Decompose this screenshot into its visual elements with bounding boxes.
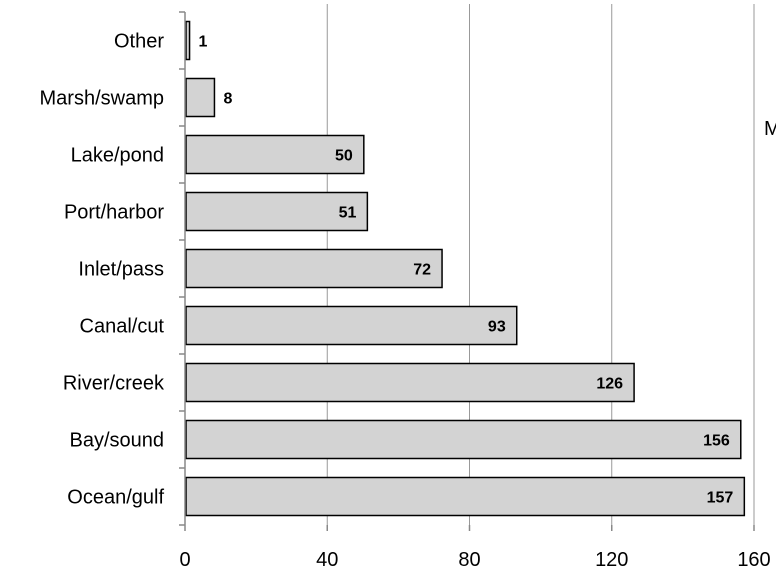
bar-port-harbor — [185, 191, 369, 232]
category-label: River/creek — [63, 373, 165, 395]
category-label: Bay/sound — [69, 430, 164, 452]
data-label: 8 — [223, 91, 232, 108]
category-label: Lake/pond — [71, 145, 164, 167]
bar-other — [185, 20, 191, 61]
x-tick-label: 160 — [737, 549, 770, 571]
data-label: 157 — [707, 490, 734, 507]
x-tick-label: 0 — [179, 549, 190, 571]
bar-bay-sound — [185, 419, 742, 460]
x-tick-label: 40 — [316, 549, 338, 571]
category-label: Inlet/pass — [78, 259, 164, 281]
data-label: 72 — [413, 262, 431, 279]
x-tick-label: 80 — [458, 549, 480, 571]
bars — [185, 20, 746, 517]
bar-ocean-gulf — [185, 476, 746, 517]
category-label: Other — [114, 31, 164, 53]
data-label: 51 — [339, 205, 357, 222]
axes — [179, 11, 755, 531]
category-label: Marsh/swamp — [40, 88, 164, 110]
category-label: Canal/cut — [80, 316, 165, 338]
x-tick-label: 120 — [595, 549, 628, 571]
data-label: 156 — [703, 433, 730, 450]
category-label: Port/harbor — [64, 202, 164, 224]
category-label: Ocean/gulf — [67, 487, 164, 509]
labels: Ocean/gulf 157 Bay/sound 156 River/creek 126 C… — [40, 31, 771, 572]
bar-lake-pond — [185, 134, 365, 175]
data-label: 50 — [335, 148, 353, 165]
bar-canal-cut — [185, 305, 518, 346]
bar-river-creek — [185, 362, 635, 403]
clipped-text: M — [764, 118, 776, 140]
bar-inlet-pass — [185, 248, 443, 289]
data-label: 93 — [488, 319, 506, 336]
data-label: 1 — [199, 34, 208, 51]
bar-marsh-swamp — [185, 77, 216, 118]
data-label: 126 — [596, 376, 623, 393]
